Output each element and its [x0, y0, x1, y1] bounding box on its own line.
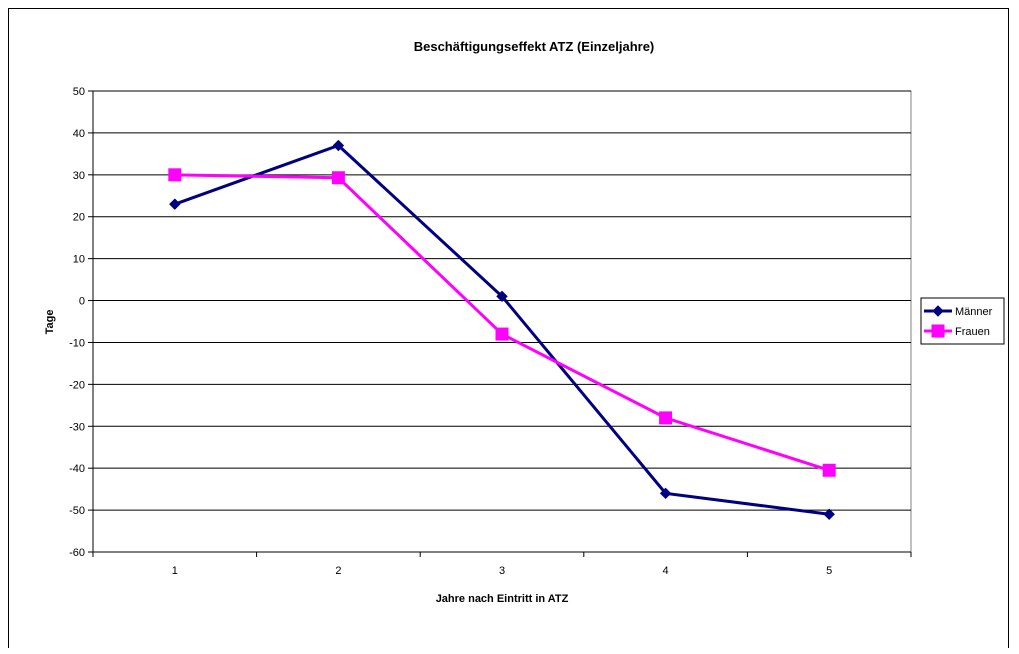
legend-label: Frauen	[955, 326, 990, 338]
data-point-marker	[822, 463, 836, 477]
y-tick-label: 20	[73, 212, 85, 224]
y-tick-label: -50	[69, 505, 85, 517]
chart-frame: Beschäftigungseffekt ATZ (Einzeljahre) 5…	[8, 8, 1009, 648]
data-point-marker	[659, 411, 673, 425]
y-axis-title: Tage	[44, 310, 56, 335]
series-frauen	[168, 168, 836, 477]
x-tick-label: 5	[826, 565, 832, 577]
legend: Männer Frauen	[920, 297, 1005, 345]
y-tick-label: 50	[73, 86, 85, 98]
data-point-marker	[496, 290, 508, 303]
data-point-marker	[169, 198, 181, 210]
y-tick-label: -20	[69, 379, 85, 391]
legend-marker	[932, 305, 944, 317]
chart-title: Beschäftigungseffekt ATZ (Einzeljahre)	[414, 39, 655, 54]
data-point-marker	[659, 487, 672, 500]
y-tick-label: -10	[69, 337, 85, 349]
line-chart: Beschäftigungseffekt ATZ (Einzeljahre) 5…	[44, 39, 1005, 605]
series-maenner	[169, 139, 835, 520]
series-layer	[168, 139, 836, 520]
data-point-marker	[331, 171, 345, 185]
x-tick-label: 4	[663, 565, 669, 577]
axes: 50 40 30 20 10 0 -10 -20 -30 -40 -50 -60 1 2 3 4 5	[69, 86, 912, 577]
plot-area	[92, 90, 912, 553]
x-tick-label: 2	[335, 565, 341, 577]
y-tick-label: -30	[69, 421, 85, 433]
x-axis-title: Jahre nach Eintritt in ATZ	[436, 593, 569, 605]
y-tick-label: -40	[69, 463, 85, 475]
data-point-marker	[823, 508, 835, 520]
y-tick-label: 10	[73, 254, 85, 266]
data-point-marker	[495, 327, 509, 341]
x-tick-label: 1	[172, 565, 178, 577]
y-tick-label: -60	[69, 547, 85, 559]
x-tick-label: 3	[499, 565, 505, 577]
legend-label: Männer	[955, 306, 993, 318]
y-tick-label: 40	[73, 128, 85, 140]
legend-marker	[931, 324, 945, 338]
y-tick-label: 30	[73, 170, 85, 182]
data-point-marker	[332, 139, 345, 152]
y-tick-label: 0	[79, 296, 85, 308]
data-point-marker	[168, 168, 182, 182]
legend-items: Männer Frauen	[924, 305, 993, 338]
